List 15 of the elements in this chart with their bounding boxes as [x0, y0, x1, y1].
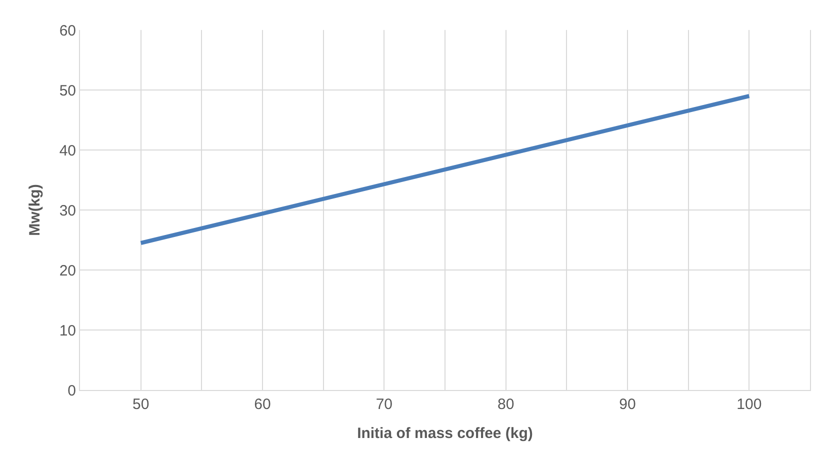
x-tick-label: 80 — [497, 396, 514, 413]
x-tick-label: 50 — [132, 396, 150, 413]
x-tick-label: 90 — [619, 396, 636, 413]
y-tick-label: 10 — [59, 322, 76, 340]
y-tick-label: 0 — [68, 382, 76, 400]
x-axis-title: Initia of mass coffee (kg) — [357, 425, 533, 442]
y-axis-title: Mw(kg) — [26, 184, 44, 236]
y-tick-label: 20 — [59, 262, 76, 280]
y-tick-label: 30 — [59, 202, 76, 220]
y-tick-label: 50 — [59, 82, 76, 100]
y-tick-label: 60 — [59, 22, 76, 40]
x-tick-label: 60 — [254, 396, 271, 413]
y-tick-label: 40 — [59, 142, 76, 160]
x-tick-label: 70 — [376, 396, 393, 413]
x-tick-label: 100 — [736, 396, 762, 413]
